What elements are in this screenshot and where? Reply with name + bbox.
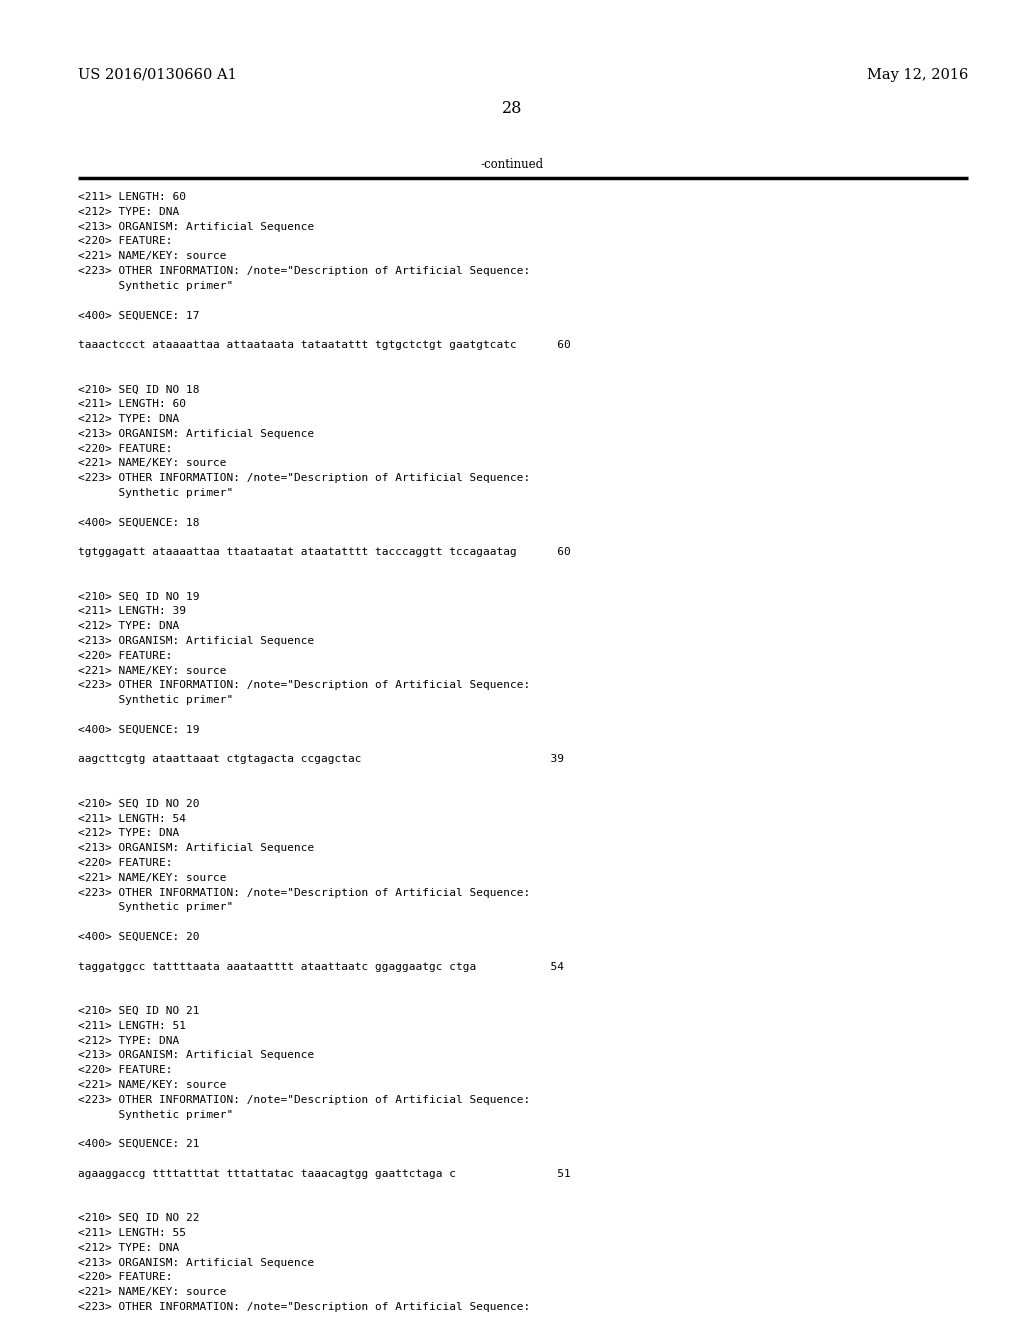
Text: Synthetic primer": Synthetic primer"	[78, 903, 233, 912]
Text: <213> ORGANISM: Artificial Sequence: <213> ORGANISM: Artificial Sequence	[78, 222, 314, 231]
Text: <400> SEQUENCE: 18: <400> SEQUENCE: 18	[78, 517, 200, 528]
Text: <220> FEATURE:: <220> FEATURE:	[78, 1272, 172, 1283]
Text: tgtggagatt ataaaattaa ttaataatat ataatatttt tacccaggtt tccagaatag      60: tgtggagatt ataaaattaa ttaataatat ataatat…	[78, 548, 570, 557]
Text: <212> TYPE: DNA: <212> TYPE: DNA	[78, 1243, 179, 1253]
Text: <223> OTHER INFORMATION: /note="Description of Artificial Sequence:: <223> OTHER INFORMATION: /note="Descript…	[78, 267, 530, 276]
Text: <213> ORGANISM: Artificial Sequence: <213> ORGANISM: Artificial Sequence	[78, 429, 314, 438]
Text: <212> TYPE: DNA: <212> TYPE: DNA	[78, 622, 179, 631]
Text: <400> SEQUENCE: 17: <400> SEQUENCE: 17	[78, 310, 200, 321]
Text: <221> NAME/KEY: source: <221> NAME/KEY: source	[78, 458, 226, 469]
Text: <220> FEATURE:: <220> FEATURE:	[78, 1065, 172, 1076]
Text: <210> SEQ ID NO 19: <210> SEQ ID NO 19	[78, 591, 200, 602]
Text: <211> LENGTH: 60: <211> LENGTH: 60	[78, 399, 186, 409]
Text: <220> FEATURE:: <220> FEATURE:	[78, 858, 172, 869]
Text: Synthetic primer": Synthetic primer"	[78, 281, 233, 290]
Text: <223> OTHER INFORMATION: /note="Description of Artificial Sequence:: <223> OTHER INFORMATION: /note="Descript…	[78, 1302, 530, 1312]
Text: <210> SEQ ID NO 21: <210> SEQ ID NO 21	[78, 1006, 200, 1016]
Text: <400> SEQUENCE: 21: <400> SEQUENCE: 21	[78, 1139, 200, 1150]
Text: <221> NAME/KEY: source: <221> NAME/KEY: source	[78, 251, 226, 261]
Text: taaactccct ataaaattaa attaataata tataatattt tgtgctctgt gaatgtcatc      60: taaactccct ataaaattaa attaataata tataata…	[78, 341, 570, 350]
Text: <223> OTHER INFORMATION: /note="Description of Artificial Sequence:: <223> OTHER INFORMATION: /note="Descript…	[78, 680, 530, 690]
Text: <221> NAME/KEY: source: <221> NAME/KEY: source	[78, 1080, 226, 1090]
Text: <400> SEQUENCE: 19: <400> SEQUENCE: 19	[78, 725, 200, 735]
Text: <212> TYPE: DNA: <212> TYPE: DNA	[78, 414, 179, 424]
Text: <221> NAME/KEY: source: <221> NAME/KEY: source	[78, 1287, 226, 1298]
Text: <213> ORGANISM: Artificial Sequence: <213> ORGANISM: Artificial Sequence	[78, 1051, 314, 1060]
Text: <223> OTHER INFORMATION: /note="Description of Artificial Sequence:: <223> OTHER INFORMATION: /note="Descript…	[78, 473, 530, 483]
Text: May 12, 2016: May 12, 2016	[866, 69, 968, 82]
Text: Synthetic primer": Synthetic primer"	[78, 488, 233, 498]
Text: taggatggcc tattttaata aaataatttt ataattaatc ggaggaatgc ctga           54: taggatggcc tattttaata aaataatttt ataatta…	[78, 961, 564, 972]
Text: <212> TYPE: DNA: <212> TYPE: DNA	[78, 829, 179, 838]
Text: <223> OTHER INFORMATION: /note="Description of Artificial Sequence:: <223> OTHER INFORMATION: /note="Descript…	[78, 1094, 530, 1105]
Text: -continued: -continued	[480, 158, 544, 172]
Text: <213> ORGANISM: Artificial Sequence: <213> ORGANISM: Artificial Sequence	[78, 843, 314, 853]
Text: <211> LENGTH: 51: <211> LENGTH: 51	[78, 1020, 186, 1031]
Text: US 2016/0130660 A1: US 2016/0130660 A1	[78, 69, 237, 82]
Text: <223> OTHER INFORMATION: /note="Description of Artificial Sequence:: <223> OTHER INFORMATION: /note="Descript…	[78, 887, 530, 898]
Text: Synthetic primer": Synthetic primer"	[78, 1110, 233, 1119]
Text: Synthetic primer": Synthetic primer"	[78, 696, 233, 705]
Text: <210> SEQ ID NO 20: <210> SEQ ID NO 20	[78, 799, 200, 809]
Text: aagcttcgtg ataattaaat ctgtagacta ccgagctac                            39: aagcttcgtg ataattaaat ctgtagacta ccgagct…	[78, 755, 564, 764]
Text: <212> TYPE: DNA: <212> TYPE: DNA	[78, 1036, 179, 1045]
Text: <211> LENGTH: 55: <211> LENGTH: 55	[78, 1228, 186, 1238]
Text: <400> SEQUENCE: 20: <400> SEQUENCE: 20	[78, 932, 200, 942]
Text: <212> TYPE: DNA: <212> TYPE: DNA	[78, 207, 179, 216]
Text: <220> FEATURE:: <220> FEATURE:	[78, 236, 172, 247]
Text: 28: 28	[502, 100, 522, 117]
Text: <210> SEQ ID NO 22: <210> SEQ ID NO 22	[78, 1213, 200, 1224]
Text: <220> FEATURE:: <220> FEATURE:	[78, 444, 172, 454]
Text: <210> SEQ ID NO 18: <210> SEQ ID NO 18	[78, 384, 200, 395]
Text: <220> FEATURE:: <220> FEATURE:	[78, 651, 172, 661]
Text: <213> ORGANISM: Artificial Sequence: <213> ORGANISM: Artificial Sequence	[78, 1258, 314, 1267]
Text: <213> ORGANISM: Artificial Sequence: <213> ORGANISM: Artificial Sequence	[78, 636, 314, 645]
Text: <211> LENGTH: 54: <211> LENGTH: 54	[78, 813, 186, 824]
Text: agaaggaccg ttttatttat tttattatac taaacagtgg gaattctaga c               51: agaaggaccg ttttatttat tttattatac taaacag…	[78, 1168, 570, 1179]
Text: <221> NAME/KEY: source: <221> NAME/KEY: source	[78, 873, 226, 883]
Text: <221> NAME/KEY: source: <221> NAME/KEY: source	[78, 665, 226, 676]
Text: <211> LENGTH: 60: <211> LENGTH: 60	[78, 191, 186, 202]
Text: <211> LENGTH: 39: <211> LENGTH: 39	[78, 606, 186, 616]
